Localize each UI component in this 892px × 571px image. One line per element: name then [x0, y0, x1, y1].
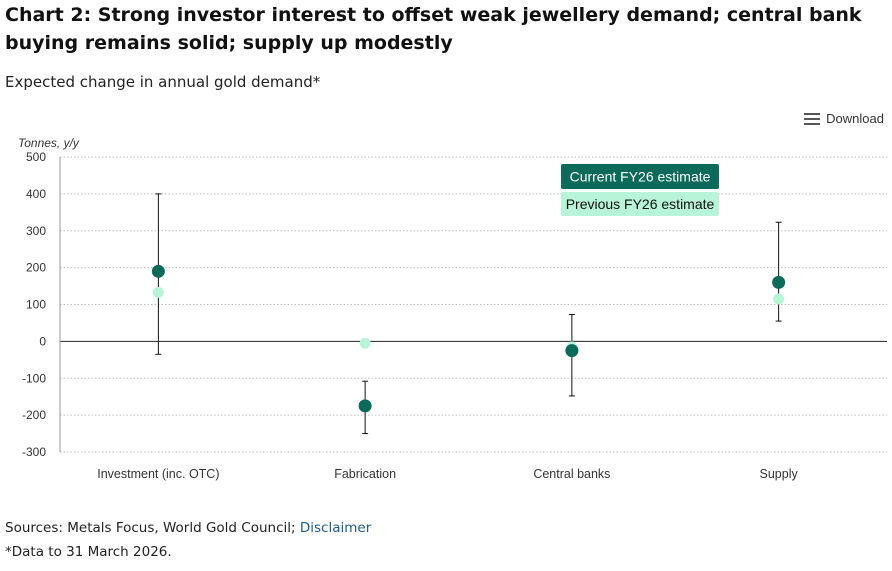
- y-tick-label: 500: [26, 150, 46, 164]
- chart-subtitle: Expected change in annual gold demand*: [5, 73, 321, 91]
- y-tick-label: 300: [26, 224, 46, 238]
- y-tick-label: -300: [22, 445, 46, 459]
- legend-previous-swatch: [561, 192, 719, 216]
- y-tick-label: -100: [22, 371, 46, 385]
- x-category-label: Investment (inc. OTC): [97, 467, 219, 481]
- x-category-label: Fabrication: [334, 467, 396, 481]
- current-estimate-point: [565, 344, 579, 358]
- previous-estimate-point: [152, 286, 164, 298]
- previous-estimate-point: [773, 293, 785, 305]
- y-tick-label: -200: [22, 408, 46, 422]
- current-estimate-point: [358, 399, 372, 413]
- gold-demand-chart: 500 400 300 200 100 0 -100 -200 -300 Tonnes, y/y I…: [18, 136, 887, 481]
- y-tick-label: 200: [26, 261, 46, 275]
- legend-current-swatch: [561, 164, 719, 189]
- disclaimer-link[interactable]: Disclaimer: [299, 520, 372, 536]
- legend-current-label: Current FY26 estimate: [570, 169, 711, 185]
- legend-previous-label: Previous FY26 estimate: [566, 196, 715, 212]
- chart-title: Chart 2: Strong investor interest to off…: [5, 4, 862, 54]
- x-category-label: Central banks: [533, 467, 610, 481]
- y-tick-label: 0: [39, 334, 46, 348]
- footnote: *Data to 31 March 2026.: [5, 544, 172, 560]
- download-button[interactable]: Download: [804, 111, 884, 126]
- current-estimate-point: [151, 264, 165, 278]
- hamburger-menu-icon: [804, 112, 821, 125]
- y-axis-label: Tonnes, y/y: [18, 136, 80, 150]
- download-label: Download: [826, 111, 884, 126]
- x-category-label: Supply: [760, 467, 799, 481]
- y-tick-label: 100: [26, 298, 46, 312]
- current-estimate-point: [772, 275, 786, 289]
- previous-estimate-point: [359, 337, 371, 349]
- source-text: Sources: Metals Focus, World Gold Counci…: [5, 520, 300, 536]
- y-tick-label: 400: [26, 187, 46, 201]
- source-note: Sources: Metals Focus, World Gold Counci…: [5, 520, 371, 536]
